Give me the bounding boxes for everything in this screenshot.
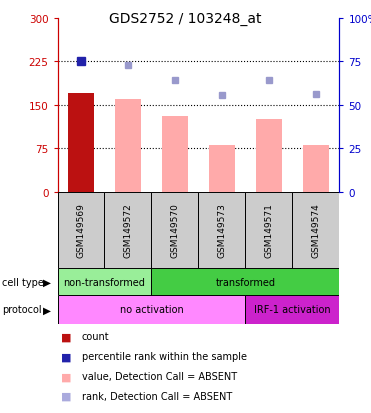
Text: percentile rank within the sample: percentile rank within the sample [82,351,247,361]
Bar [246,192,292,268]
Text: GSM149574: GSM149574 [312,203,321,258]
Text: GDS2752 / 103248_at: GDS2752 / 103248_at [109,12,262,26]
Bar [151,192,198,268]
Bar [246,295,339,324]
Bar [303,146,329,192]
Bar [256,120,282,192]
Text: no activation: no activation [119,305,183,315]
Text: IRF-1 activation: IRF-1 activation [254,305,331,315]
Text: ■: ■ [61,351,72,361]
Bar [151,268,339,295]
Text: rank, Detection Call = ABSENT: rank, Detection Call = ABSENT [82,391,232,401]
Bar [68,94,94,192]
Text: ■: ■ [61,371,72,381]
Text: ■: ■ [61,332,72,342]
Bar [105,192,151,268]
Text: GSM149570: GSM149570 [171,203,180,258]
Text: ▶: ▶ [43,277,51,287]
Text: GSM149571: GSM149571 [265,203,273,258]
Bar [58,268,151,295]
Text: GSM149572: GSM149572 [124,203,132,258]
Bar [198,192,246,268]
Text: transformed: transformed [216,277,276,287]
Text: count: count [82,332,109,342]
Text: cell type: cell type [2,277,44,287]
Bar [58,192,105,268]
Bar [209,146,235,192]
Bar [115,100,141,192]
Text: protocol: protocol [2,305,42,315]
Text: value, Detection Call = ABSENT: value, Detection Call = ABSENT [82,371,237,381]
Text: ▶: ▶ [43,305,51,315]
Bar [162,117,188,192]
Text: GSM149569: GSM149569 [76,203,85,258]
Text: non-transformed: non-transformed [63,277,145,287]
Text: ■: ■ [61,391,72,401]
Bar [58,295,246,324]
Bar [292,192,339,268]
Text: GSM149573: GSM149573 [217,203,226,258]
